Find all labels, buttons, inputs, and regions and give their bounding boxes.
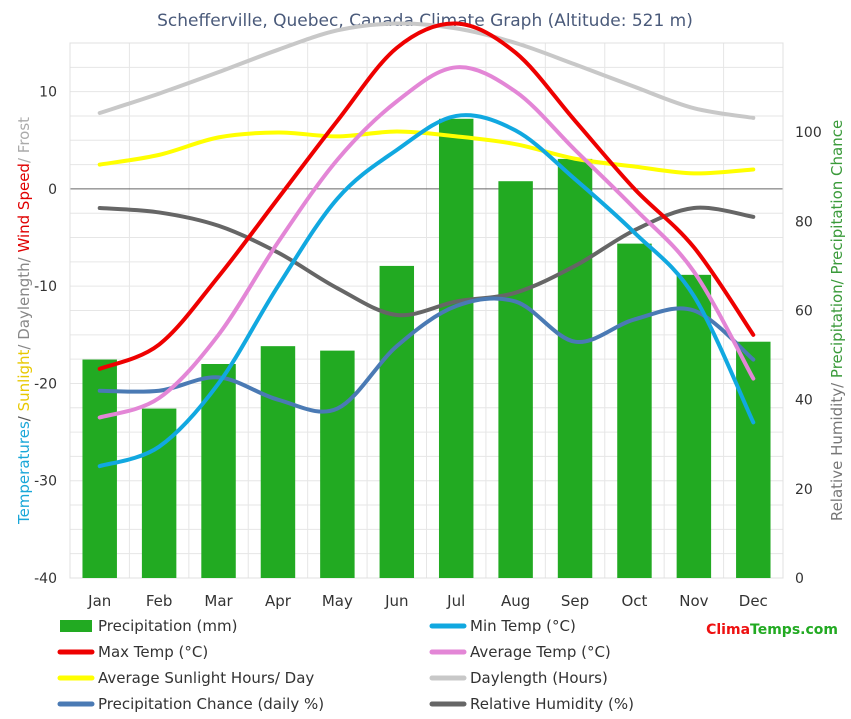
precipitation-bar	[438, 118, 474, 579]
month-label: Feb	[146, 592, 173, 610]
right-tick-label: 100	[795, 125, 822, 141]
legend-label: Average Temp (°C)	[470, 643, 611, 661]
month-label: Dec	[739, 592, 768, 610]
max-temp-c-line	[97, 21, 756, 371]
right-tick-label: 0	[795, 571, 804, 587]
month-label: Nov	[679, 592, 708, 610]
legend-label: Precipitation Chance (daily %)	[98, 695, 324, 713]
right-axis-title-part: Relative Humidity/	[828, 378, 846, 521]
right-tick-label: 40	[795, 393, 813, 409]
month-label: Oct	[621, 592, 647, 610]
left-tick-label: -10	[34, 279, 57, 295]
left-axis-title-part: / Daylength/	[15, 253, 33, 350]
brand-part-com: .com	[800, 622, 838, 638]
left-tick-label: 10	[39, 85, 57, 101]
left-axis-title-part: Temperatures	[15, 421, 33, 525]
month-label: Sep	[561, 592, 589, 610]
month-label: Jan	[87, 592, 111, 610]
precipitation-bar	[557, 158, 593, 578]
legend-label: Average Sunlight Hours/ Day	[98, 669, 314, 687]
legend-label: Min Temp (°C)	[470, 617, 576, 635]
precipitation-bar	[498, 181, 533, 579]
brand-logo[interactable]: ClimaTemps.com	[706, 622, 838, 638]
min-temp-c-line	[97, 113, 756, 469]
legend-label: Max Temp (°C)	[98, 643, 208, 661]
left-tick-label: -40	[34, 571, 57, 587]
precipitation-bar	[82, 359, 117, 578]
left-axis-title-part: Wind Speed	[15, 163, 33, 253]
left-axis-title-part: /	[15, 411, 33, 421]
month-label: Apr	[265, 592, 292, 610]
right-tick-label: 20	[795, 482, 813, 498]
legend: Precipitation (mm) Min Temp (°C) Max Temp …	[57, 617, 634, 713]
precipitation-bar	[736, 341, 771, 578]
right-tick-label: 80	[795, 214, 813, 230]
left-axis-title-part: Sunlight	[15, 349, 33, 411]
month-label: Aug	[501, 592, 530, 610]
left-tick-label: -20	[34, 376, 57, 392]
precipitation-bar	[260, 346, 296, 578]
precipitation-bar	[676, 274, 712, 578]
daylength-hours-line	[97, 21, 756, 120]
legend-label: Relative Humidity (%)	[470, 695, 634, 713]
left-axis-title-part: / Frost	[15, 117, 33, 163]
chart-title: Schefferville, Quebec, Canada Climate Gr…	[157, 11, 693, 31]
left-axis-title: Temperatures/ Sunlight/ Daylength/ Wind …	[15, 117, 33, 525]
month-label: May	[322, 592, 353, 610]
left-tick-label: -30	[34, 474, 57, 490]
plot-frame	[69, 42, 784, 579]
month-label: Mar	[204, 592, 233, 610]
legend-label: Daylength (Hours)	[470, 669, 608, 687]
right-tick-label: 60	[795, 304, 813, 320]
month-label: Jun	[384, 592, 408, 610]
series-lines	[97, 21, 756, 469]
precipitation-bar	[617, 243, 652, 578]
relative-humidity-line	[97, 205, 756, 318]
average-temp-c-line	[97, 65, 756, 420]
legend-label: Precipitation (mm)	[98, 617, 237, 635]
legend-swatch-bar	[60, 620, 92, 632]
brand-part-clima: Clima	[706, 622, 750, 638]
precipitation-chance-daily-line	[97, 296, 756, 414]
precipitation-bar	[379, 265, 415, 578]
right-axis-title-part: Precipitation/ Precipitation Chance	[828, 120, 846, 378]
right-axis-title: Relative Humidity/ Precipitation/ Precip…	[828, 120, 846, 521]
left-tick-label: 0	[48, 182, 57, 198]
month-label: Jul	[446, 592, 465, 610]
average-sunlight-hours-day-line	[97, 129, 756, 176]
precipitation-bar	[141, 408, 177, 578]
precipitation-bars	[82, 118, 771, 579]
precipitation-bar	[320, 350, 355, 578]
brand-part-temps: Temps	[750, 622, 800, 638]
